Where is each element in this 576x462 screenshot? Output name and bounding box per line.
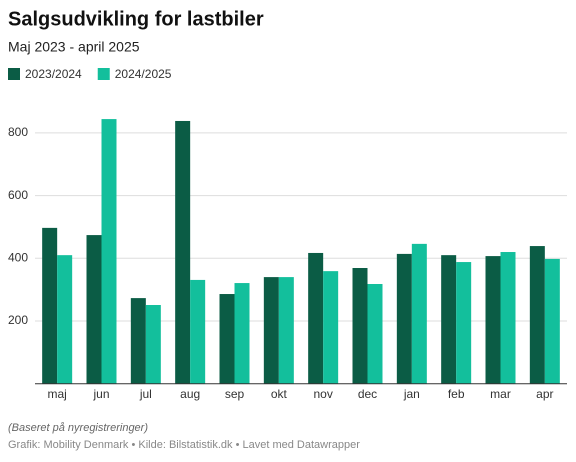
chart-title: Salgsudvikling for lastbiler — [8, 8, 264, 30]
note: (Baseret på nyregistreringer) — [8, 422, 148, 434]
x-tick-label: sep — [225, 387, 245, 401]
y-tick-label: 200 — [8, 313, 28, 327]
x-tick-label: aug — [180, 387, 200, 401]
bar — [263, 277, 279, 384]
bar — [500, 252, 516, 384]
source: Grafik: Mobility Denmark • Kilde: Bilsta… — [8, 439, 360, 451]
bar — [352, 268, 368, 384]
bar — [190, 279, 206, 384]
bar — [86, 235, 102, 384]
x-tick-label: dec — [358, 387, 377, 401]
bar — [101, 119, 117, 384]
bar — [308, 252, 324, 384]
bar — [367, 283, 383, 384]
x-tick-label: maj — [47, 387, 66, 401]
chart-subtitle: Maj 2023 - april 2025 — [8, 39, 140, 55]
x-tick-label: jul — [139, 387, 152, 401]
x-tick-label: mar — [490, 387, 511, 401]
legend-label: 2024/2025 — [115, 67, 172, 81]
y-tick-label: 600 — [8, 188, 28, 202]
bar — [323, 271, 339, 384]
bar — [456, 262, 472, 384]
y-tick-label: 400 — [8, 250, 28, 264]
legend-label: 2023/2024 — [25, 67, 82, 81]
x-tick-label: apr — [536, 387, 553, 401]
y-tick-label: 800 — [8, 125, 28, 139]
x-tick-label: okt — [271, 387, 288, 401]
bar — [130, 298, 146, 384]
bar — [219, 294, 235, 384]
bar — [441, 255, 457, 384]
x-tick-label: feb — [448, 387, 465, 401]
bar — [145, 305, 161, 384]
legend-swatch — [8, 68, 20, 80]
bar — [175, 120, 191, 384]
legend-swatch — [97, 68, 110, 80]
x-tick-label: jan — [403, 387, 420, 401]
bar — [234, 283, 250, 384]
bar — [544, 258, 560, 384]
bar — [411, 243, 427, 384]
bar — [57, 255, 73, 384]
bar — [278, 277, 294, 384]
bar — [396, 253, 412, 384]
x-tick-label: jun — [92, 387, 109, 401]
bar — [42, 227, 58, 384]
bar — [485, 256, 501, 384]
bar — [529, 246, 545, 384]
x-tick-label: nov — [313, 387, 332, 401]
